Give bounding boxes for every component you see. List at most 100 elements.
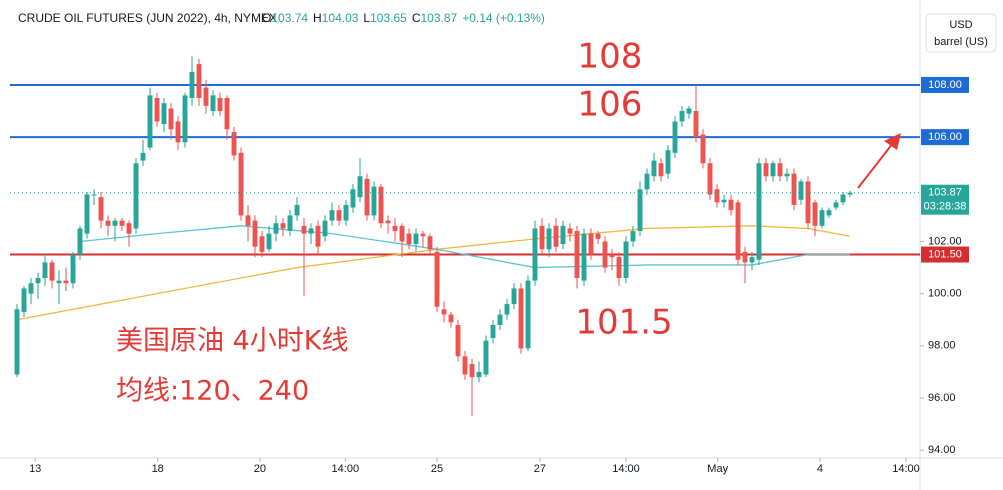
candle-body <box>616 257 622 278</box>
x-tick-label: 13 <box>29 463 41 475</box>
candle-body <box>567 228 573 234</box>
candle-body <box>350 189 356 208</box>
ohlc-label: H <box>313 11 322 25</box>
x-tick-label: 25 <box>431 463 443 475</box>
candle-body <box>210 95 216 112</box>
y-tick-label: 100.00 <box>928 288 962 300</box>
annotation: 108 <box>578 37 643 77</box>
candle-body <box>539 225 545 250</box>
candle-body <box>581 233 587 281</box>
candle-body <box>63 280 69 284</box>
candle-body <box>847 192 853 195</box>
candle-body <box>357 176 363 198</box>
candle-body <box>294 204 300 216</box>
candle-body <box>84 194 90 234</box>
candle-body <box>385 220 391 224</box>
level-price-box <box>921 129 969 146</box>
candle-body <box>441 309 447 315</box>
y-tick-label: 102.00 <box>928 235 962 247</box>
candle-body <box>315 225 321 247</box>
x-tick-label: 14:00 <box>612 463 640 475</box>
candle-body <box>378 186 384 224</box>
candle-body <box>98 197 104 221</box>
ohlc-value: 103.74 <box>271 11 308 25</box>
candle-body <box>301 225 307 234</box>
candle-body <box>91 194 97 196</box>
candle-body <box>203 87 209 106</box>
candle-body <box>833 202 839 208</box>
candle-body <box>392 225 398 232</box>
candle-body <box>518 288 524 349</box>
candle-body <box>182 95 188 143</box>
candle-body <box>728 199 734 211</box>
candle-body <box>399 225 405 242</box>
candle-body <box>511 288 517 305</box>
candle-body <box>56 280 62 284</box>
candle-body <box>140 152 146 161</box>
last-price-label: 103.87 <box>928 187 962 199</box>
candle-body <box>21 288 27 312</box>
candle-body <box>770 163 776 177</box>
ohlc-label: C <box>412 11 421 25</box>
candle-body <box>126 223 132 234</box>
candle-body <box>602 241 608 268</box>
symbol: CRUDE OIL FUTURES (JUN 2022), 4h, NYMEX <box>18 11 277 25</box>
candle-body <box>476 371 482 378</box>
overlay: CRUDE OIL FUTURES (JUN 2022), 4h, NYMEX … <box>18 11 997 407</box>
candle-body <box>364 178 370 216</box>
candle-body <box>14 309 20 375</box>
candle-body <box>665 150 671 174</box>
last-price-box <box>921 184 969 215</box>
candle-body <box>504 304 510 315</box>
level-price-label: 108.00 <box>928 79 962 91</box>
candle-body <box>490 324 496 338</box>
candle-body <box>427 236 433 250</box>
candle-body <box>105 220 111 226</box>
candle-body <box>469 364 475 378</box>
candle-body <box>119 220 125 226</box>
candle-body <box>280 223 286 229</box>
candle-body <box>756 163 762 260</box>
candle-body <box>651 160 657 177</box>
level-price-label: 101.50 <box>928 248 962 260</box>
candle-body <box>133 163 139 229</box>
annotation: 101.5 <box>575 303 672 343</box>
candle-body <box>28 283 34 294</box>
candle-body <box>644 173 650 190</box>
candle-body <box>238 152 244 216</box>
candle-body <box>329 210 335 221</box>
candle-body <box>343 204 349 221</box>
candle-body <box>525 280 531 349</box>
candle-body <box>574 231 580 278</box>
unit-box[interactable] <box>925 13 997 53</box>
candle-body <box>154 98 160 122</box>
candle-body <box>784 173 790 177</box>
candle-body <box>630 231 636 242</box>
x-tick-label: 18 <box>152 463 164 475</box>
candle-body <box>560 225 566 245</box>
annotation: 106 <box>578 85 643 125</box>
moving-average <box>79 225 850 269</box>
candle-body <box>700 134 706 164</box>
candle-body <box>168 108 174 130</box>
candle-body <box>483 340 489 375</box>
x-tick-label: 27 <box>534 463 546 475</box>
candle-body <box>266 233 272 250</box>
level-price-box <box>921 76 969 93</box>
y-tick-label: 96.00 <box>928 392 956 404</box>
ohlc-value: 103.65 <box>370 11 407 25</box>
candle-body <box>42 262 48 278</box>
candle-body <box>448 314 454 323</box>
candle-body <box>553 225 559 247</box>
change: +0.14 (+0.13%) <box>462 11 545 25</box>
candle-body <box>413 233 419 245</box>
arrow <box>857 142 894 189</box>
candle-body <box>637 189 643 232</box>
x-tick-label: May <box>707 463 728 475</box>
level-price-box <box>921 246 969 263</box>
candle-body <box>826 210 832 216</box>
candle-body <box>749 257 755 263</box>
candle-body <box>693 111 699 138</box>
